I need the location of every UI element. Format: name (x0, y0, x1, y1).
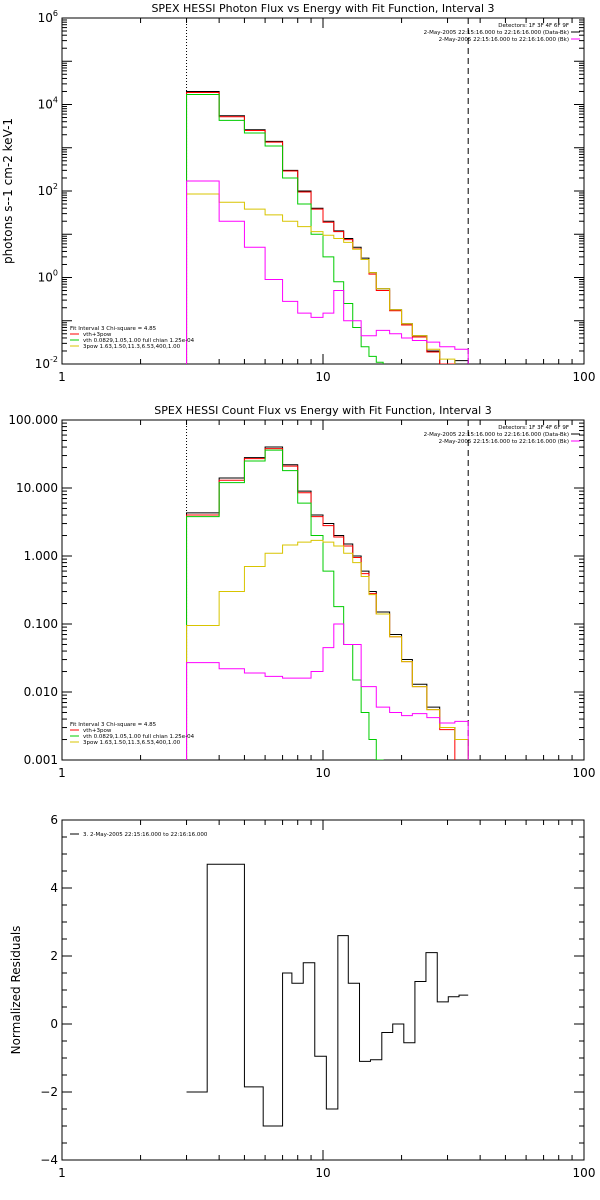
legend-entry: Fit Interval 3 Chi-square = 4.85 (70, 326, 157, 332)
legend-entry: Detectors: 1F 3F 4F 6F 9F (498, 425, 569, 431)
spectrum-series-2 (186, 91, 456, 364)
y-tick-label: 0.010 (24, 685, 58, 699)
legend-entry: Detectors: 1F 3F 4F 6F 9F (498, 23, 569, 29)
legend-entry: vth+3pow (83, 728, 112, 734)
spectrum-series-5 (186, 623, 469, 760)
spectrum-series-2 (186, 448, 456, 760)
chart-panel-1: SPEX HESSI Photon Flux vs Energy with Fi… (1, 2, 595, 384)
x-tick-label: 100 (573, 1166, 596, 1180)
legend-entry: 3. 2-May-2005 22:15:16.000 to 22:16:16.0… (83, 832, 208, 838)
legend-entry: 3pow 1.63,1.50,11.3,6.53,400,1.00 (83, 344, 181, 350)
legend-entry: Fit Interval 3 Chi-square = 4.85 (70, 722, 157, 728)
y-tick-label: 100.000 (8, 413, 58, 427)
chart-panel-2: SPEX HESSI Count Flux vs Energy with Fit… (8, 404, 595, 780)
spectrum-series-4 (186, 193, 456, 364)
y-tick-label: −2 (40, 1085, 58, 1099)
spectrum-series-1 (186, 863, 469, 1127)
y-tick-label: 0 (50, 1017, 58, 1031)
spectrum-series-3 (186, 449, 384, 760)
y-tick-label: 2 (50, 949, 58, 963)
y-tick-label: −4 (40, 1153, 58, 1167)
y-axis-label: photons s--1 cm-2 keV-1 (1, 118, 15, 264)
x-tick-label: 10 (315, 370, 330, 384)
x-tick-label: 100 (573, 766, 596, 780)
legend-entry: 2-May-2005 22:15:16.000 to 22:16:16.000 … (424, 30, 569, 36)
y-tick-label: 0.001 (24, 753, 58, 767)
spectrum-series-5 (186, 180, 469, 364)
legend-entry: 2-May-2005 22:15:16.000 to 22:16:16.000 … (424, 432, 569, 438)
spectrum-series-1 (186, 90, 469, 364)
plot-frame (61, 419, 585, 761)
x-tick-label: 1 (58, 1166, 66, 1180)
spectrum-series-1 (186, 446, 469, 760)
spectrum-series-4 (186, 539, 469, 760)
y-axis-label: Normalized Residuals (9, 926, 23, 1055)
legend-entry: vth 0.0829,1.05,1.00 full chian 1.25e-04 (83, 734, 195, 740)
legend-entry: 3pow 1.63,1.50,11.3,6.53,400,1.00 (83, 740, 181, 746)
x-tick-label: 100 (573, 370, 596, 384)
chart-panel-3: 1 10 100 −4 −2 0 2 4 6 Normalized Residuals 3. 2-M… (9, 813, 595, 1180)
legend-entry: 2-May-2005 22:15:16.000 to 22:16:16.000 … (439, 37, 569, 43)
x-tick-label: 1 (58, 370, 66, 384)
y-tick-label: 6 (50, 813, 58, 827)
x-tick-label: 10 (315, 766, 330, 780)
plot-frame (61, 819, 585, 1161)
y-tick-label: 10-2 (35, 355, 58, 371)
y-tick-label: 102 (38, 182, 58, 198)
y-tick-label: 1.000 (24, 549, 58, 563)
y-tick-label: 104 (38, 96, 58, 112)
chart-title: SPEX HESSI Count Flux vs Energy with Fit… (154, 404, 491, 417)
spectrum-series-3 (186, 94, 384, 364)
plot-frame (61, 17, 585, 365)
y-tick-label: 4 (50, 881, 58, 895)
y-tick-label: 10.000 (16, 481, 58, 495)
y-tick-label: 100 (38, 269, 58, 285)
x-tick-label: 1 (58, 766, 66, 780)
legend-entry: vth 0.0829,1.05,1.00 full chian 1.25e-04 (83, 338, 195, 344)
y-tick-label: 0.100 (24, 617, 58, 631)
x-tick-label: 10 (315, 1166, 330, 1180)
chart-title: SPEX HESSI Photon Flux vs Energy with Fi… (151, 2, 494, 15)
legend-entry: vth+3pow (83, 332, 112, 338)
y-tick-label: 106 (38, 9, 58, 25)
legend-entry: 2-May-2005 22:15:16.000 to 22:16:16.000 … (439, 439, 569, 445)
